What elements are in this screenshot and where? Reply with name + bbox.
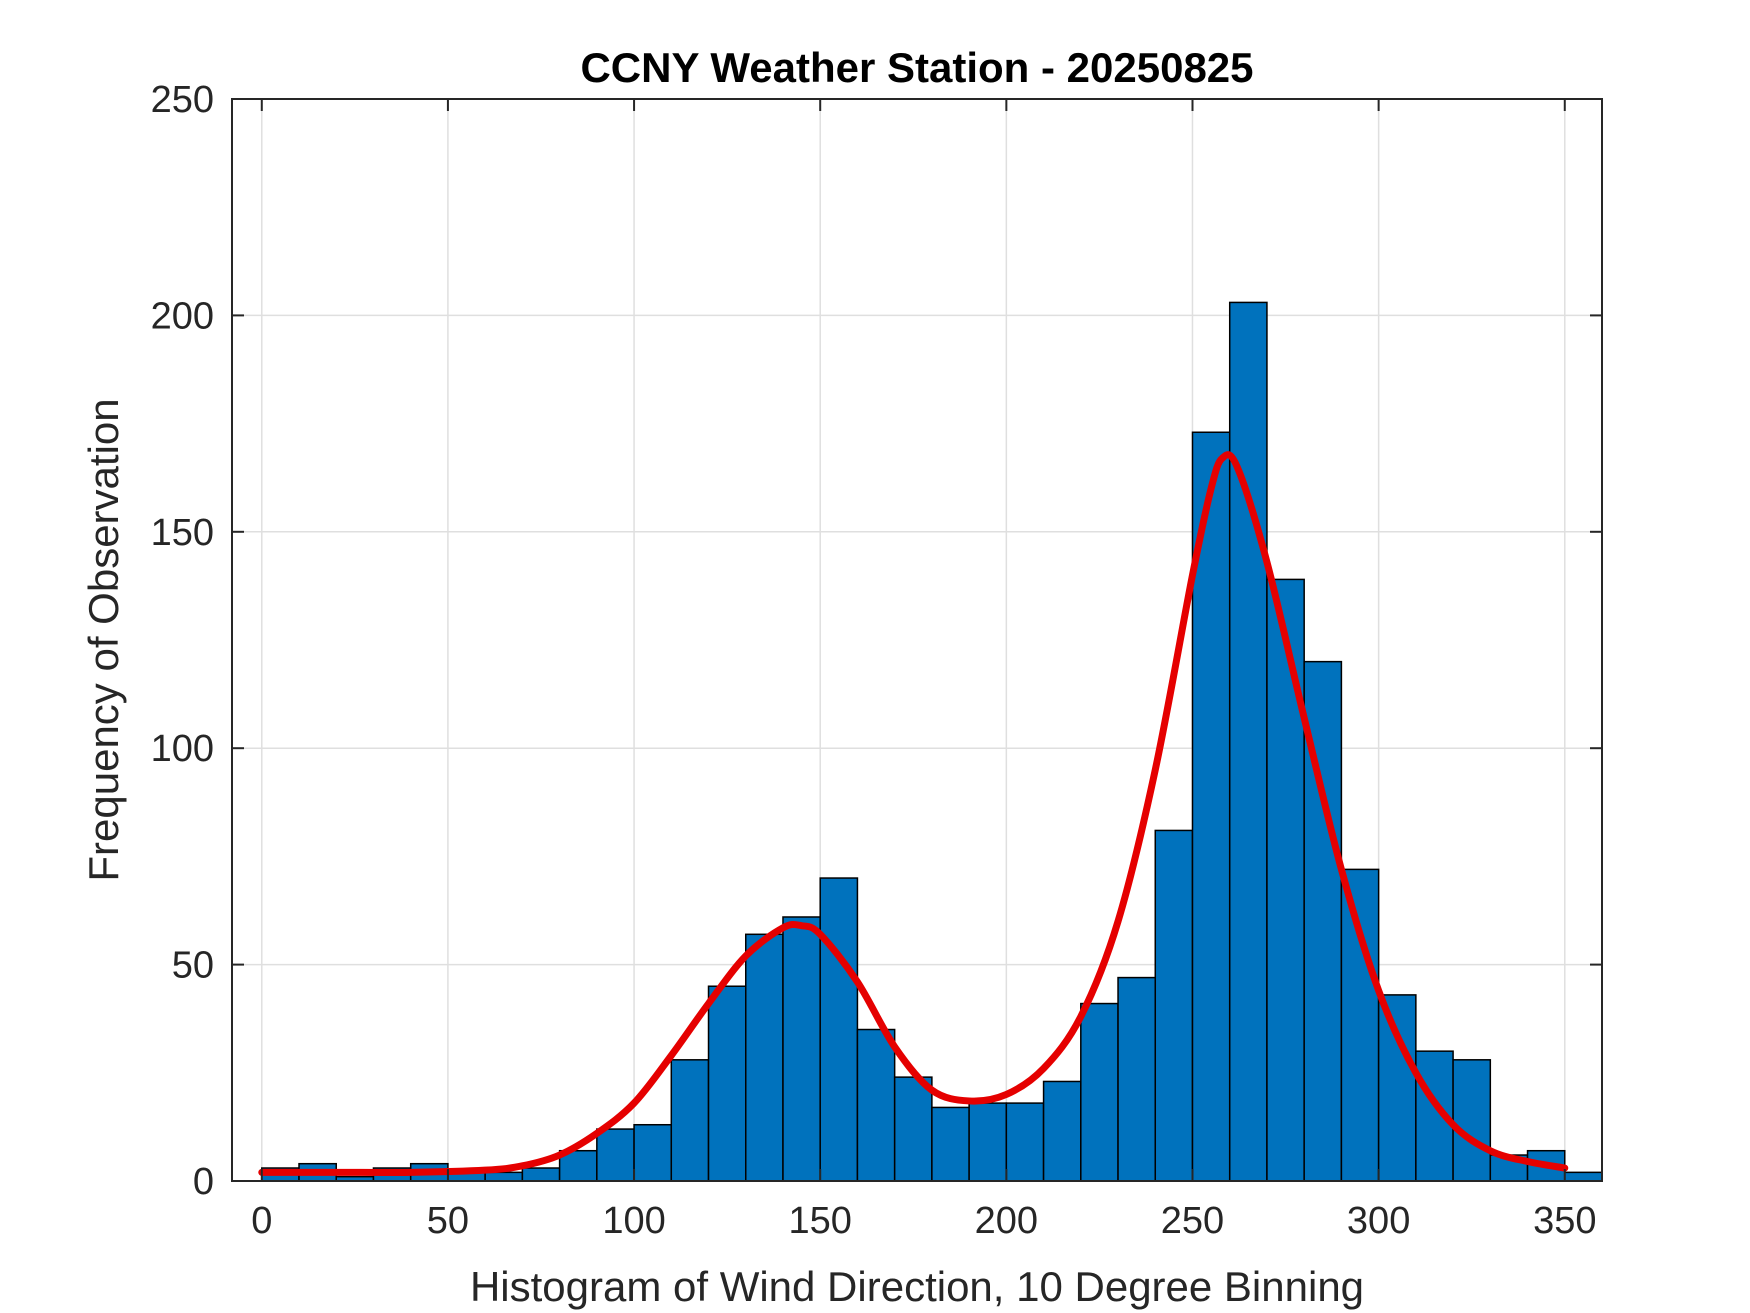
axes-box [231,98,1603,1182]
histogram-bar [670,1059,710,1182]
histogram-bar [1340,868,1380,1182]
chart-title: CCNY Weather Station - 20250825 [580,44,1253,91]
histogram-bar [1154,829,1194,1182]
histogram-bar [1377,994,1417,1182]
y-tick-label: 50 [172,945,214,987]
x-tick-label: 100 [602,1200,665,1242]
histogram-bar [819,877,859,1182]
y-axis-label: Frequency of Observation [80,398,127,881]
histogram-bar [633,1123,673,1182]
x-axis-label: Histogram of Wind Direction, 10 Degree B… [470,1263,1364,1310]
x-tick-label: 300 [1347,1200,1410,1242]
x-tick-labels: 0 50 100 150 200 250 300 350 [251,1200,1596,1242]
histogram-bar [1564,1171,1603,1182]
histogram-bar [745,933,784,1182]
x-tick-label: 350 [1533,1200,1596,1242]
histogram-bar [782,916,821,1182]
histogram-bar [1117,976,1157,1182]
x-tick-label: 200 [975,1200,1038,1242]
histogram-bar [521,1167,561,1182]
histogram-bars [261,301,1603,1182]
y-tick-label: 250 [151,79,214,121]
y-tick-label: 0 [193,1161,214,1203]
histogram-bar [484,1171,524,1182]
histogram-bar [1228,301,1268,1182]
histogram-bar [1005,1102,1045,1182]
fit-curve [258,451,1569,1176]
x-tick-label: 150 [789,1200,852,1242]
histogram-bar [596,1128,635,1182]
axis-ticks [232,98,1602,1182]
histogram-bar [1266,578,1305,1182]
y-tick-label: 150 [151,512,214,554]
x-tick-label: 250 [1161,1200,1224,1242]
histogram-bar [893,1076,933,1182]
histogram-bar [1042,1080,1082,1182]
y-tick-label: 100 [151,728,214,770]
y-tick-labels: 0 50 100 150 200 250 [151,79,214,1203]
histogram-bar [931,1106,970,1182]
x-tick-label: 0 [251,1200,272,1242]
histogram-bar [1080,1002,1119,1182]
histogram-bar [968,1102,1008,1182]
x-tick-label: 50 [427,1200,469,1242]
histogram-bar [707,985,747,1182]
y-tick-label: 200 [151,295,214,337]
histogram-bar [856,1028,896,1182]
histogram-bar [1452,1059,1492,1182]
